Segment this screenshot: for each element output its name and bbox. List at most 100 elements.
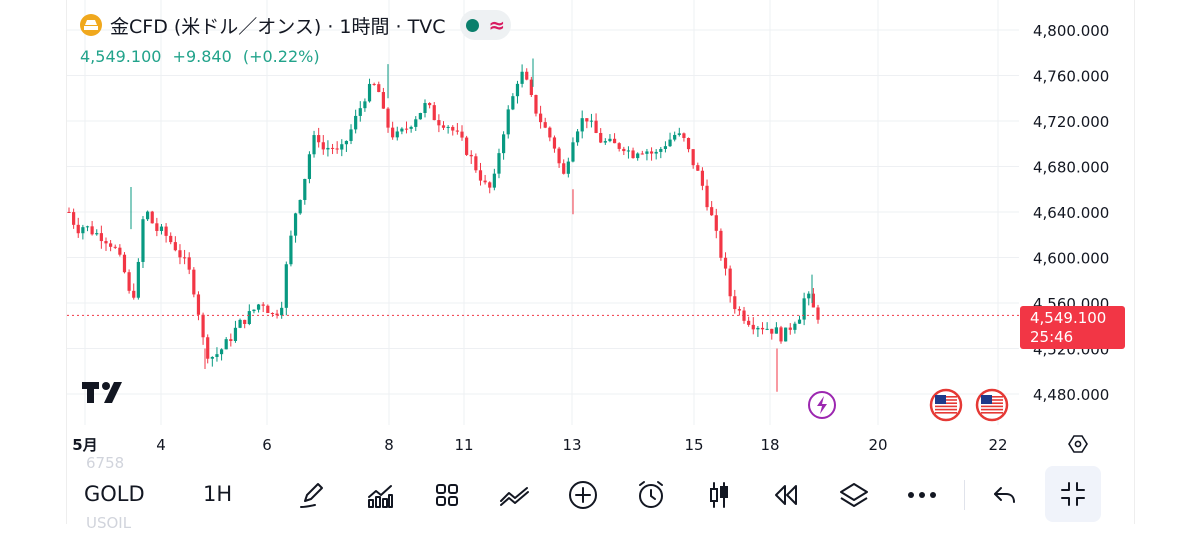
candle-body — [779, 327, 783, 342]
exit-fullscreen-button[interactable] — [1045, 466, 1101, 522]
candle-body — [122, 254, 127, 273]
candle-body — [511, 96, 515, 110]
candle-body — [81, 227, 85, 234]
interval-button[interactable]: 1H — [203, 482, 233, 506]
x-axis-label: 20 — [868, 436, 887, 454]
candle-body — [358, 108, 362, 116]
candle-body — [243, 319, 247, 325]
candle-body — [612, 138, 617, 144]
candle-body — [677, 133, 681, 135]
y-axis-label: 4,640.000 — [1033, 204, 1109, 222]
x-axis-label: 15 — [684, 436, 703, 454]
candle-body — [247, 311, 251, 325]
us-flag-event-icon — [929, 388, 963, 422]
x-axis-label: 4 — [156, 436, 166, 454]
candle-body — [95, 233, 99, 235]
candle-body — [714, 215, 718, 231]
candle-body — [298, 199, 302, 214]
candle-body — [132, 290, 136, 298]
candle-body — [210, 356, 214, 359]
candle-body — [215, 354, 219, 357]
candle-body — [182, 257, 187, 259]
grid-icon[interactable] — [430, 478, 464, 512]
replay-icon[interactable] — [769, 478, 803, 512]
candle-body — [280, 307, 284, 316]
symbol-header[interactable]: 金CFD (米ドル／オンス) · 1時間 · TVC ≈ — [80, 10, 512, 40]
candle-body — [400, 128, 404, 132]
price-chart[interactable]: 4,800.000 4,760.000 4,720.000 4,680.000 4,64… — [67, 0, 1134, 466]
candle-body — [797, 319, 802, 324]
candle-body — [696, 165, 700, 171]
add-icon[interactable] — [566, 478, 600, 512]
us-flag-event-icon — [975, 388, 1009, 422]
candle-body — [354, 115, 358, 130]
candle-body — [187, 257, 191, 270]
candle-body — [756, 327, 760, 330]
candle-body — [525, 71, 529, 80]
candle-body — [649, 151, 654, 154]
compare-icon[interactable] — [498, 478, 532, 512]
x-axis-label: 18 — [760, 436, 779, 454]
candle-body — [266, 305, 270, 314]
candle-body — [455, 130, 459, 132]
candle-body — [72, 212, 76, 225]
exit-fullscreen-icon — [1061, 482, 1085, 506]
undo-icon[interactable] — [988, 478, 1022, 512]
current-price-tag: 4,549.100 25:46 — [1020, 306, 1125, 349]
candle-body — [534, 95, 538, 114]
layers-icon[interactable] — [837, 478, 871, 512]
pen-icon[interactable] — [295, 478, 329, 512]
last-price: 4,549.100 — [80, 47, 162, 66]
candle-body — [159, 226, 164, 231]
indicators-icon[interactable] — [363, 478, 397, 512]
candle-body — [483, 180, 487, 183]
candle-body — [441, 125, 446, 128]
x-axis-label: 6 — [262, 436, 272, 454]
tradingview-logo-icon[interactable] — [82, 380, 128, 408]
candle-body — [529, 79, 533, 96]
more-icon[interactable] — [905, 478, 939, 512]
candle-body — [113, 246, 117, 248]
candle-body — [372, 83, 376, 85]
candle-body — [381, 92, 385, 109]
candle-body — [765, 328, 769, 330]
candle-body — [626, 150, 631, 152]
candle-body — [256, 304, 261, 310]
alarm-icon[interactable] — [634, 478, 668, 512]
candle-body — [178, 250, 182, 258]
status-pill[interactable]: ≈ — [459, 10, 512, 40]
y-axis-label: 4,760.000 — [1033, 68, 1109, 86]
candle-body — [85, 226, 90, 228]
candle-body — [451, 126, 455, 131]
candle-body — [710, 207, 714, 216]
candle-body — [719, 230, 723, 258]
candle-body — [446, 126, 450, 128]
candle-body — [465, 137, 469, 155]
y-axis-label: 4,720.000 — [1033, 113, 1109, 131]
candle-body — [747, 320, 751, 325]
candle-body — [164, 226, 168, 236]
candle-body — [145, 211, 150, 220]
candle-body — [686, 137, 691, 150]
candle-body — [312, 135, 316, 155]
candle-body — [571, 142, 575, 162]
current-price-value: 4,549.100 — [1030, 309, 1107, 327]
candle-body — [788, 327, 792, 330]
bar-countdown: 25:46 — [1030, 328, 1074, 346]
candle-body — [201, 314, 205, 338]
candle-body — [141, 219, 145, 262]
chart-app: 4,800.000 4,760.000 4,720.000 4,680.000 4,64… — [66, 0, 1135, 524]
symbol-button[interactable]: GOLD — [84, 482, 145, 506]
y-axis-label: 4,600.000 — [1033, 250, 1109, 268]
candle-body — [219, 349, 224, 355]
candle-body — [645, 151, 649, 154]
y-axis-label: 4,800.000 — [1033, 22, 1109, 40]
candle-type-icon[interactable] — [702, 478, 736, 512]
candle-body — [751, 324, 755, 330]
candle-body — [737, 309, 742, 311]
candle-body — [575, 131, 580, 143]
candle-body — [589, 120, 594, 122]
candle-body — [562, 163, 566, 174]
candle-body — [118, 247, 122, 255]
candle-body — [599, 132, 603, 143]
